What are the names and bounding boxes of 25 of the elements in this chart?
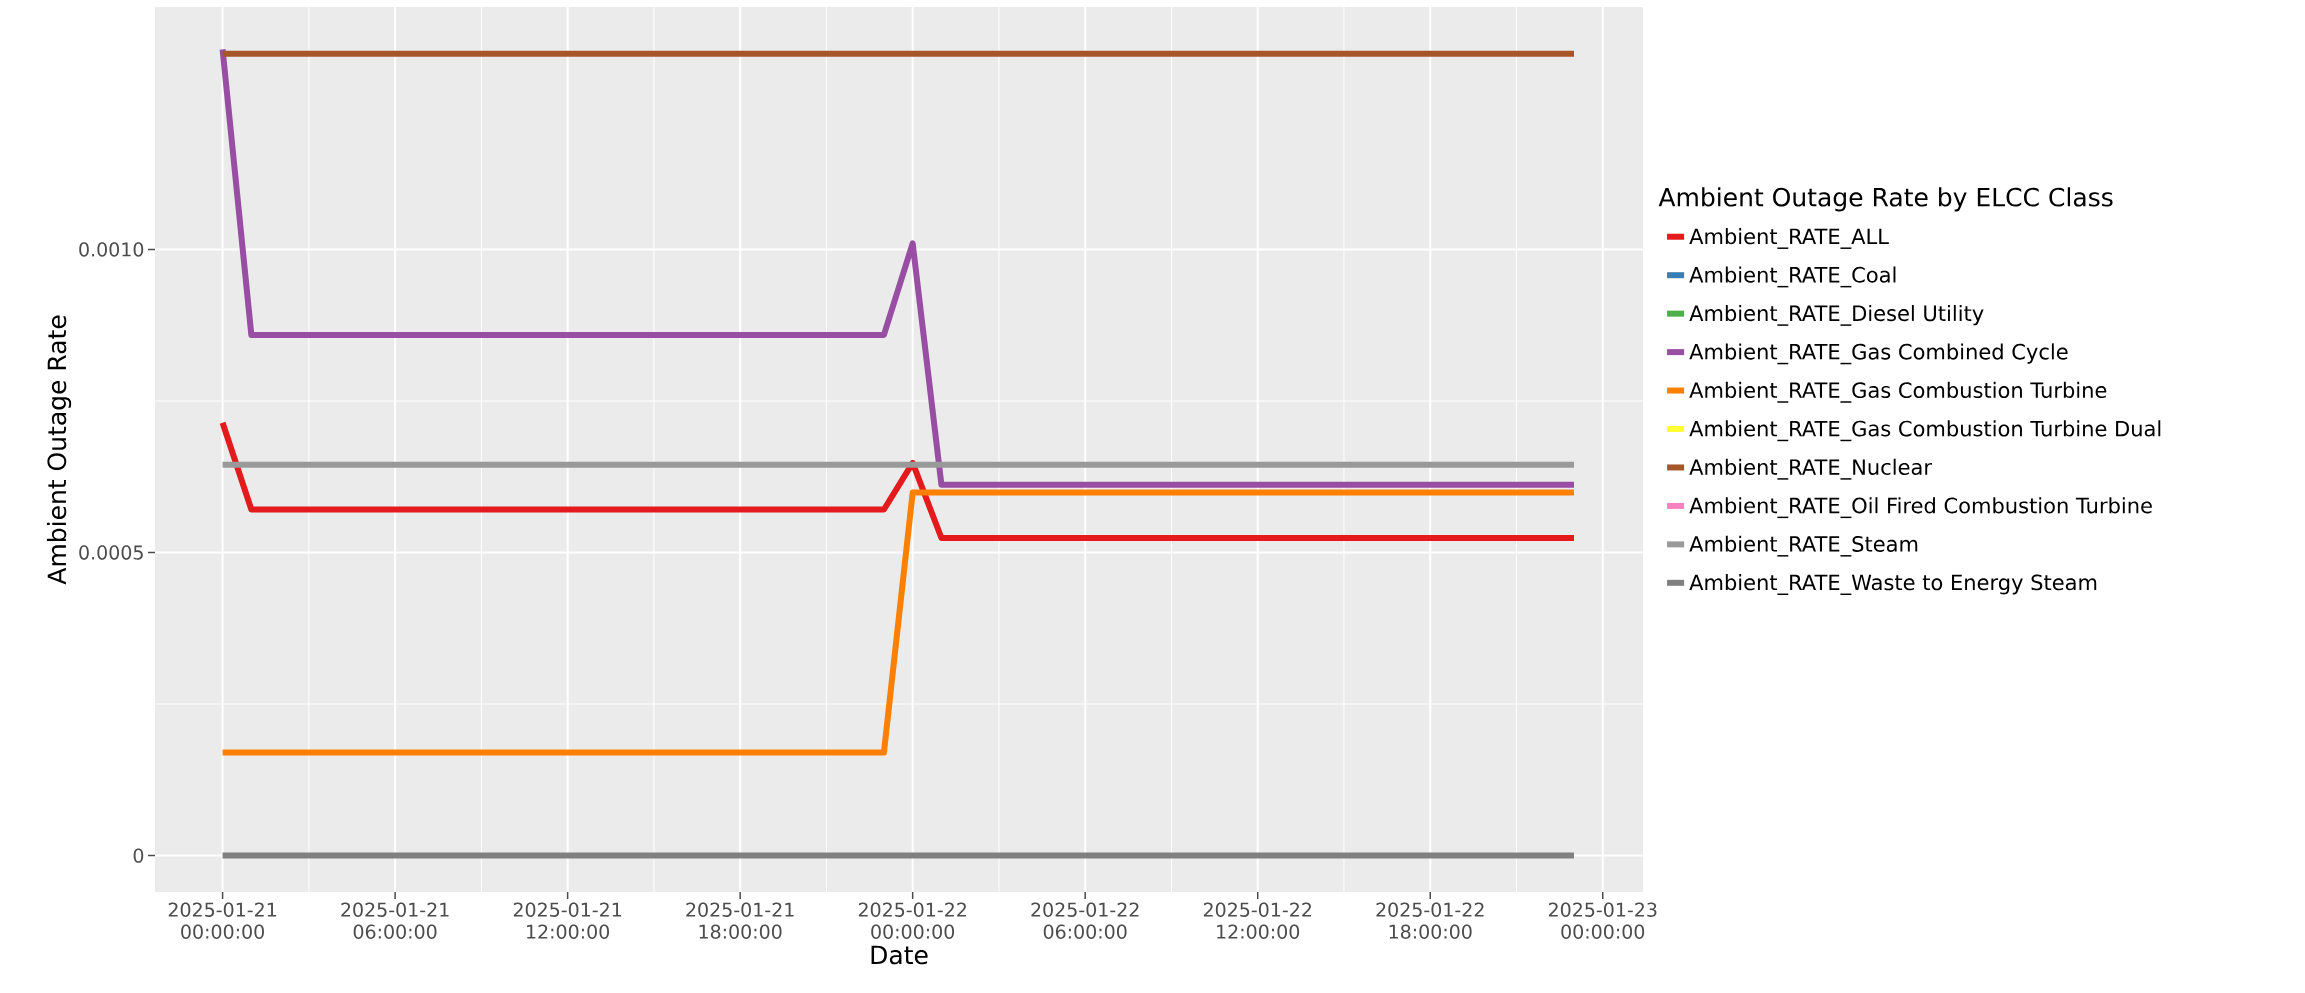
legend-label: Ambient_RATE_Diesel Utility — [1689, 304, 1984, 326]
legend-label: Ambient_RATE_Oil Fired Combustion Turbine — [1689, 497, 2152, 519]
x-tick-label: 2025-01-21 18:00:00 — [686, 902, 794, 939]
legend-label: Ambient_RATE_Steam — [1689, 535, 1918, 557]
y-tick-label: 0.0010 — [79, 242, 144, 257]
x-axis-title: Date — [871, 945, 928, 965]
legend-label: Ambient_RATE_ALL — [1689, 228, 1889, 249]
legend-title: Ambient Outage Rate by ELCC Class — [1658, 187, 2113, 212]
legend-label: Ambient_RATE_Nuclear — [1689, 458, 1932, 480]
legend-label: Ambient_RATE_Coal — [1689, 266, 1896, 288]
legend-label: Ambient_RATE_Gas Combined Cycle — [1689, 343, 2068, 365]
x-tick-label: 2025-01-22 00:00:00 — [858, 902, 966, 939]
y-tick-label: 0 — [133, 848, 144, 863]
x-tick-label: 2025-01-22 12:00:00 — [1203, 902, 1311, 939]
legend-label: Ambient_RATE_Gas Combustion Turbine Dual — [1689, 420, 2161, 442]
legend-label: Ambient_RATE_Gas Combustion Turbine — [1689, 381, 2107, 403]
y-tick-label: 0.0005 — [79, 545, 143, 560]
x-tick-label: 2025-01-21 06:00:00 — [341, 902, 449, 939]
x-tick-label: 2025-01-23 00:00:00 — [1548, 902, 1657, 939]
legend-label: Ambient_RATE_Waste to Energy Steam — [1689, 574, 2097, 596]
x-tick-label: 2025-01-22 06:00:00 — [1031, 902, 1139, 939]
x-tick-label: 2025-01-21 00:00:00 — [168, 902, 277, 939]
y-axis-title: Ambient Outage Rate — [46, 315, 72, 585]
x-tick-label: 2025-01-21 12:00:00 — [513, 902, 622, 939]
x-tick-label: 2025-01-22 18:00:00 — [1376, 902, 1484, 939]
